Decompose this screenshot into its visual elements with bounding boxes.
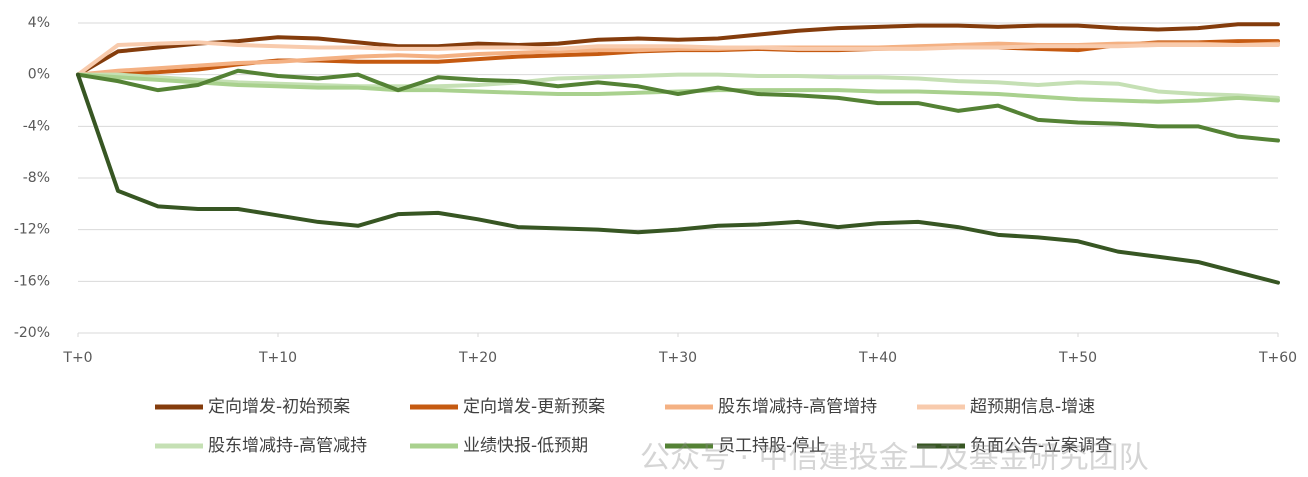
y-tick-label: -12% xyxy=(14,222,50,238)
legend-label: 负面公告-立案调查 xyxy=(970,436,1112,456)
series-line xyxy=(76,72,1280,100)
legend-label: 定向增发-更新预案 xyxy=(463,397,605,417)
x-tick-label: T+20 xyxy=(458,350,497,366)
y-tick-label: -20% xyxy=(14,325,50,341)
legend-label: 员工持股-停止 xyxy=(718,436,826,456)
y-tick-label: 0% xyxy=(28,67,50,83)
series-line xyxy=(76,72,1280,104)
x-tick-label: T+0 xyxy=(62,350,92,366)
x-tick-label: T+30 xyxy=(658,350,697,366)
x-tick-label: T+60 xyxy=(1258,350,1297,366)
y-tick-label: -4% xyxy=(23,118,50,134)
watermark: 公众号 · 中信建投金工及基金研究团队 xyxy=(640,441,1149,476)
x-tick-label: T+10 xyxy=(258,350,297,366)
legend-label: 超预期信息-增速 xyxy=(970,397,1095,417)
x-tick-label: T+40 xyxy=(858,350,897,366)
y-tick-label: 4% xyxy=(28,15,50,31)
y-tick-label: -8% xyxy=(23,170,50,186)
legend-label: 业绩快报-低预期 xyxy=(463,436,588,456)
legend: 定向增发-初始预案 定向增发-更新预案 股东增减持-高管增持 超预期信息-增速股东增减… xyxy=(155,397,1112,456)
legend-label: 定向增发-初始预案 xyxy=(208,397,350,417)
legend-label: 股东增减持-高管减持 xyxy=(208,436,367,456)
legend-label: 股东增减持-高管增持 xyxy=(718,397,877,417)
x-tick-label: T+50 xyxy=(1058,350,1097,366)
series-line xyxy=(76,72,1280,285)
y-tick-label: -16% xyxy=(14,273,50,289)
series-line xyxy=(76,68,1280,143)
series-line xyxy=(76,40,1280,77)
series-line xyxy=(76,22,1280,77)
